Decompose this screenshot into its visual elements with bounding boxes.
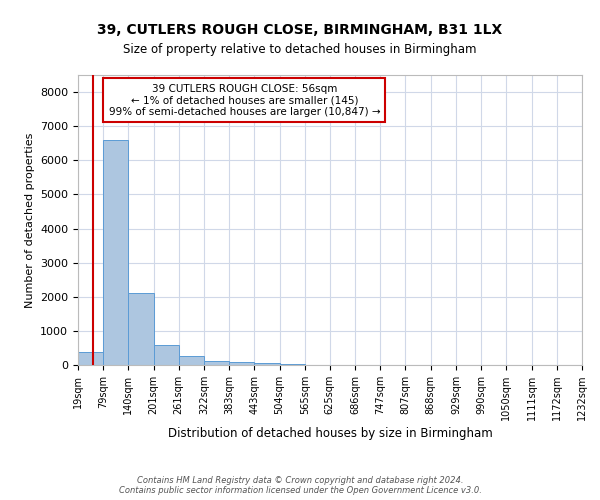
Text: Size of property relative to detached houses in Birmingham: Size of property relative to detached ho… [123,42,477,56]
Text: 39 CUTLERS ROUGH CLOSE: 56sqm
← 1% of detached houses are smaller (145)
99% of s: 39 CUTLERS ROUGH CLOSE: 56sqm ← 1% of de… [109,84,380,117]
Bar [204,360,229,365]
Bar [254,364,280,365]
Bar [280,364,305,365]
Text: Contains HM Land Registry data © Crown copyright and database right 2024.
Contai: Contains HM Land Registry data © Crown c… [119,476,481,495]
Bar [128,294,154,365]
Bar [103,140,128,365]
Bar [78,352,103,365]
Bar [179,356,204,365]
Bar [154,344,179,365]
Y-axis label: Number of detached properties: Number of detached properties [25,132,35,308]
Text: 39, CUTLERS ROUGH CLOSE, BIRMINGHAM, B31 1LX: 39, CUTLERS ROUGH CLOSE, BIRMINGHAM, B31… [97,22,503,36]
Bar [229,362,254,365]
X-axis label: Distribution of detached houses by size in Birmingham: Distribution of detached houses by size … [167,427,493,440]
